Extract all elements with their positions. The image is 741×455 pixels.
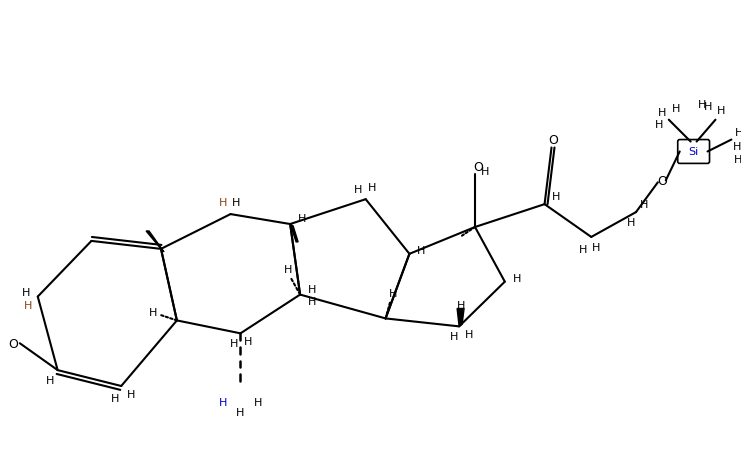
Text: H: H xyxy=(735,127,741,137)
Text: Si: Si xyxy=(688,147,699,157)
Text: H: H xyxy=(417,245,425,255)
Text: H: H xyxy=(457,300,465,310)
Text: H: H xyxy=(308,296,316,306)
Text: H: H xyxy=(592,243,600,253)
Text: H: H xyxy=(639,200,648,210)
Text: H: H xyxy=(513,273,521,283)
Text: H: H xyxy=(127,389,136,399)
Text: H: H xyxy=(465,329,473,339)
Text: H: H xyxy=(284,264,293,274)
Polygon shape xyxy=(146,232,164,252)
Text: H: H xyxy=(245,337,253,347)
Text: O: O xyxy=(8,337,18,350)
Text: H: H xyxy=(717,106,725,116)
FancyBboxPatch shape xyxy=(678,140,710,164)
Text: O: O xyxy=(473,161,483,173)
Text: H: H xyxy=(734,155,741,165)
Text: H: H xyxy=(308,284,316,294)
Text: H: H xyxy=(24,300,32,310)
Text: H: H xyxy=(219,198,227,207)
Text: O: O xyxy=(657,174,667,187)
Text: H: H xyxy=(353,185,362,195)
Text: H: H xyxy=(233,198,241,207)
Text: H: H xyxy=(149,308,157,318)
Text: H: H xyxy=(450,332,459,342)
Polygon shape xyxy=(290,224,298,243)
Text: H: H xyxy=(298,213,306,223)
Text: H: H xyxy=(481,167,489,177)
Text: H: H xyxy=(111,393,119,403)
Polygon shape xyxy=(457,309,464,327)
Text: H: H xyxy=(389,288,398,298)
Text: H: H xyxy=(579,244,588,254)
Text: H: H xyxy=(368,183,376,193)
Text: O: O xyxy=(548,134,559,147)
Text: H: H xyxy=(671,104,680,113)
Text: H: H xyxy=(654,119,663,129)
Text: H: H xyxy=(21,287,30,297)
Text: H: H xyxy=(697,100,705,110)
Text: H: H xyxy=(236,407,245,417)
Text: H: H xyxy=(254,397,262,407)
Text: H: H xyxy=(45,375,54,385)
Text: H: H xyxy=(552,192,561,202)
Text: H: H xyxy=(705,101,713,111)
Text: H: H xyxy=(219,397,227,407)
Text: H: H xyxy=(658,107,666,117)
Text: H: H xyxy=(627,217,635,228)
Text: H: H xyxy=(733,141,741,151)
Text: H: H xyxy=(230,339,239,349)
